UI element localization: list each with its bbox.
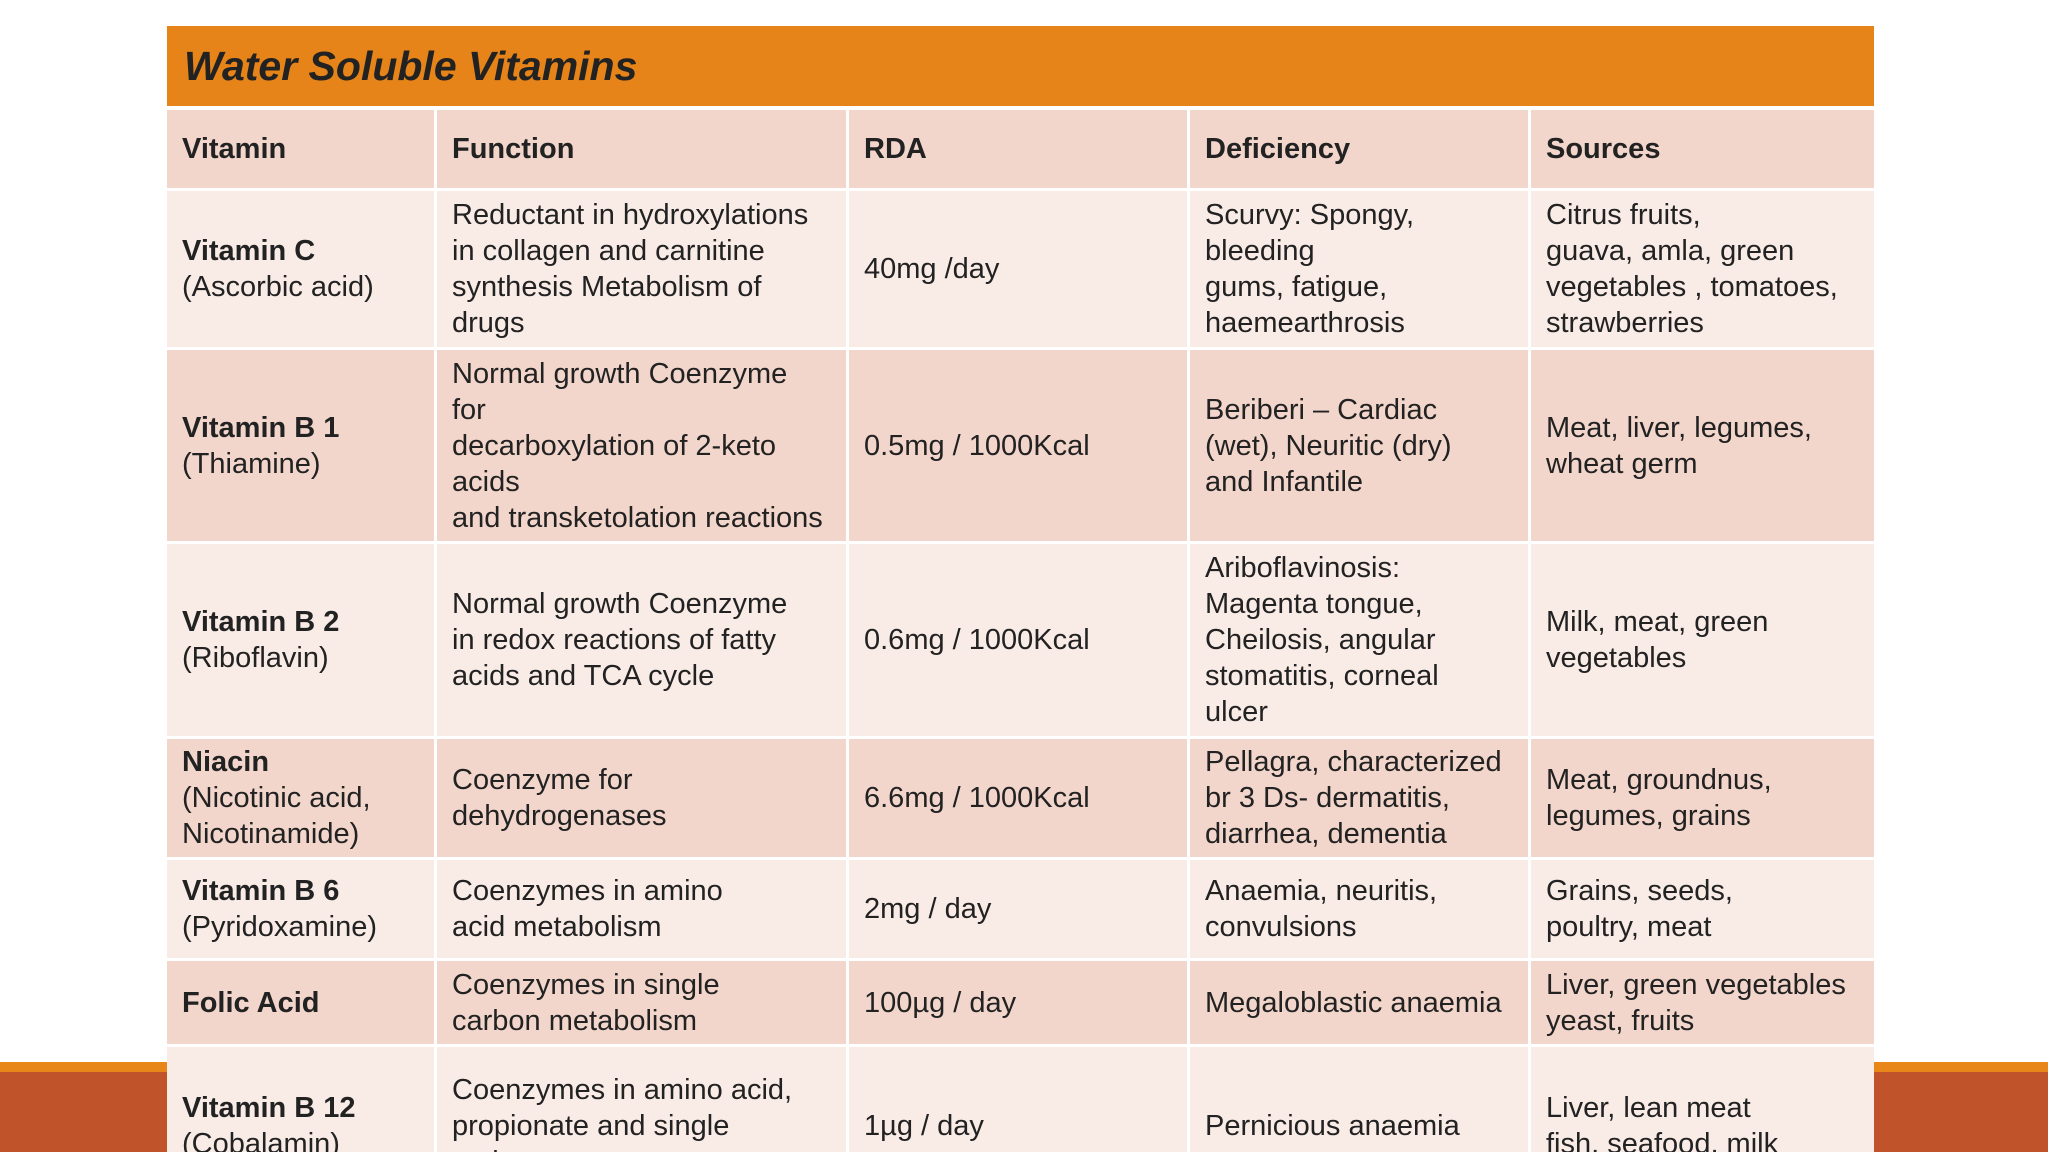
rda-cell: 2mg / day — [849, 860, 1190, 961]
vitamins-table-container: Water Soluble Vitamins Vitamin Function … — [167, 26, 1874, 1152]
sources-cell: Milk, meat, green vegetables — [1531, 544, 1874, 739]
rda-cell: 1µg / day — [849, 1047, 1190, 1152]
vitamin-cell: Folic Acid — [167, 961, 437, 1047]
vitamin-chemical-name: (Cobalamin) — [182, 1127, 340, 1152]
vitamin-cell: Vitamin C (Ascorbic acid) — [167, 191, 437, 350]
vitamin-cell: Vitamin B 2 (Riboflavin) — [167, 544, 437, 739]
vitamin-chemical-name: (Nicotinic acid, Nicotinamide) — [182, 782, 371, 850]
header-sources: Sources — [1531, 110, 1874, 191]
vitamin-name: Folic Acid — [182, 986, 320, 1019]
vitamin-cell: Vitamin B 1 (Thiamine) — [167, 350, 437, 544]
vitamin-chemical-name: (Pyridoxamine) — [182, 911, 377, 943]
vitamin-name: Vitamin C — [182, 235, 316, 267]
vitamin-cell: Niacin (Nicotinic acid, Nicotinamide) — [167, 739, 437, 860]
table-row: Niacin (Nicotinic acid, Nicotinamide) Coe… — [167, 739, 1874, 860]
rda-cell: 100µg / day — [849, 961, 1190, 1047]
function-cell: Normal growth Coenzyme for decarboxylati… — [437, 350, 849, 544]
vitamin-name: Vitamin B 2 — [182, 606, 340, 638]
vitamin-chemical-name: (Riboflavin) — [182, 642, 329, 674]
header-row: Vitamin Function RDA Deficiency Sources — [167, 110, 1874, 191]
table-row: Folic Acid Coenzymes in single carbon me… — [167, 961, 1874, 1047]
vitamins-table: Vitamin Function RDA Deficiency Sources … — [167, 110, 1874, 1152]
sources-cell: Meat, groundnus, legumes, grains — [1531, 739, 1874, 860]
sources-cell: Liver, lean meat fish, seafood, milk — [1531, 1047, 1874, 1152]
function-cell: Coenzymes in single carbon metabolism — [437, 961, 849, 1047]
deficiency-cell: Pellagra, characterized br 3 Ds- dermati… — [1190, 739, 1531, 860]
title-bar: Water Soluble Vitamins — [167, 26, 1874, 106]
sources-cell: Grains, seeds, poultry, meat — [1531, 860, 1874, 961]
sources-cell: Meat, liver, legumes, wheat germ — [1531, 350, 1874, 544]
rda-cell: 40mg /day — [849, 191, 1190, 350]
table-row: Vitamin B 12 (Cobalamin) Coenzymes in ami… — [167, 1047, 1874, 1152]
table-row: Vitamin B 6 (Pyridoxamine) Coenzymes in a… — [167, 860, 1874, 961]
vitamin-name: Vitamin B 6 — [182, 875, 340, 907]
header-vitamin: Vitamin — [167, 110, 437, 191]
deficiency-cell: Pernicious anaemia — [1190, 1047, 1531, 1152]
vitamin-name: Vitamin B 1 — [182, 411, 340, 444]
vitamin-name: Niacin — [182, 746, 270, 778]
table-row: Vitamin B 2 (Riboflavin) Normal growth Co… — [167, 544, 1874, 739]
table-title: Water Soluble Vitamins — [184, 42, 638, 89]
vitamin-name: Vitamin B 12 — [182, 1091, 356, 1124]
rda-cell: 6.6mg / 1000Kcal — [849, 739, 1190, 860]
function-cell: Coenzymes in amino acid metabolism — [437, 860, 849, 961]
vitamin-cell: Vitamin B 6 (Pyridoxamine) — [167, 860, 437, 961]
header-deficiency: Deficiency — [1190, 110, 1531, 191]
function-cell: Coenzymes in amino acid, propionate and … — [437, 1047, 849, 1152]
sources-cell: Citrus fruits, guava, amla, green vegeta… — [1531, 191, 1874, 350]
rda-cell: 0.5mg / 1000Kcal — [849, 350, 1190, 544]
sources-cell: Liver, green vegetables yeast, fruits — [1531, 961, 1874, 1047]
rda-cell: 0.6mg / 1000Kcal — [849, 544, 1190, 739]
deficiency-cell: Megaloblastic anaemia — [1190, 961, 1531, 1047]
deficiency-cell: Anaemia, neuritis, convulsions — [1190, 860, 1531, 961]
vitamin-cell: Vitamin B 12 (Cobalamin) — [167, 1047, 437, 1152]
header-rda: RDA — [849, 110, 1190, 191]
table-row: Vitamin C (Ascorbic acid) Reductant in hy… — [167, 191, 1874, 350]
function-cell: Reductant in hydroxylations in collagen … — [437, 191, 849, 350]
deficiency-cell: Beriberi – Cardiac (wet), Neuritic (dry)… — [1190, 350, 1531, 544]
vitamin-chemical-name: (Thiamine) — [182, 447, 321, 480]
header-function: Function — [437, 110, 849, 191]
deficiency-cell: Scurvy: Spongy, bleeding gums, fatigue, … — [1190, 191, 1531, 350]
function-cell: Coenzyme for dehydrogenases — [437, 739, 849, 860]
function-cell: Normal growth Coenzyme in redox reaction… — [437, 544, 849, 739]
deficiency-cell: Ariboflavinosis: Magenta tongue, Cheilos… — [1190, 544, 1531, 739]
table-row: Vitamin B 1 (Thiamine) Normal growth Coen… — [167, 350, 1874, 544]
vitamin-chemical-name: (Ascorbic acid) — [182, 271, 374, 303]
